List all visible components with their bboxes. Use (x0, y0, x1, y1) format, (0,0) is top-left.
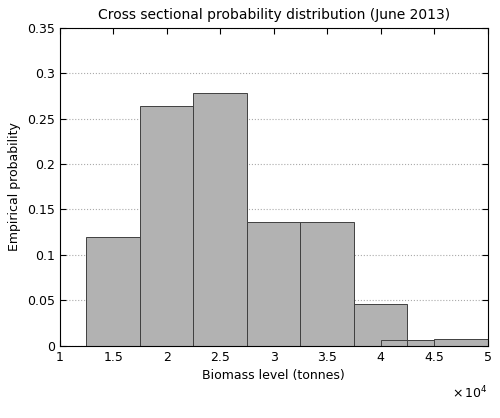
Bar (140, 106, 194, 346)
Text: $\times\,10^4$: $\times\,10^4$ (452, 385, 488, 401)
Bar (86, 237, 140, 346)
X-axis label: Biomass level (tonnes): Biomass level (tonnes) (202, 369, 345, 382)
Bar (354, 304, 408, 346)
Title: Cross sectional probability distribution (June 2013): Cross sectional probability distribution… (98, 8, 450, 22)
Bar (380, 340, 434, 346)
Bar (247, 222, 300, 346)
Bar (194, 93, 247, 346)
Bar (408, 340, 461, 346)
Y-axis label: Empirical probability: Empirical probability (8, 122, 22, 251)
Bar (434, 339, 488, 346)
Bar (300, 222, 354, 346)
